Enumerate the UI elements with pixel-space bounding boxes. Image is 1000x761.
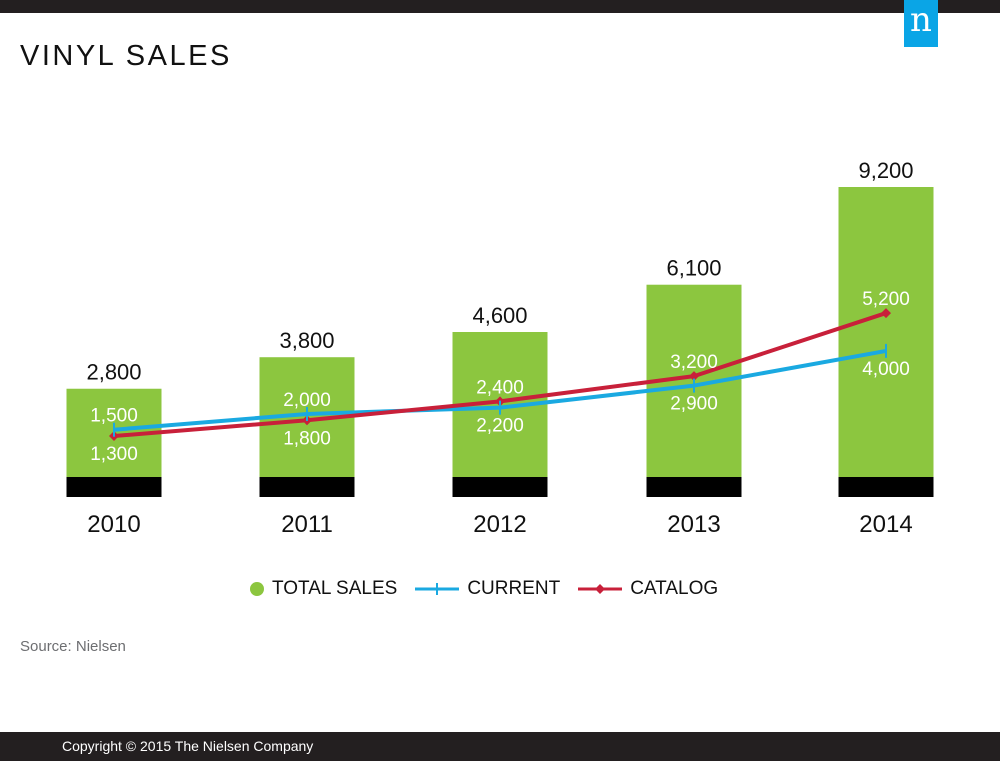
footer-bar: Copyright © 2015 The Nielsen Company [0,732,1000,761]
x-tick-label-2011: 2011 [281,511,333,538]
chart-area: 2,800 2010 3,800 2011 4,600 2012 6,100 2013 9,20… [66,158,934,538]
x-tick-label-2012: 2012 [473,511,526,538]
current-value-label-2013: 2,900 [670,394,718,415]
x-tick-label-2014: 2014 [859,511,912,538]
legend-total-dot-icon [250,582,264,596]
bar-total-2014 [838,187,934,477]
catalog-value-label-2011: 1,800 [283,428,331,449]
source-note: Source: Nielsen [20,638,126,655]
bar-base-band-2012 [452,477,548,497]
lines-group [109,308,891,442]
chart-title: VINYL SALES [20,40,232,72]
bar-value-label-2011: 3,800 [279,328,334,353]
legend-item-total: TOTAL SALES [250,578,397,600]
legend-item-current: CURRENT [415,578,560,600]
catalog-value-label-2013: 3,200 [670,352,718,373]
labels-group: 2,800 2010 3,800 2011 4,600 2012 6,100 2013 9,20… [86,158,913,538]
bar-base-band-2010 [66,477,162,497]
catalog-point-2013 [689,371,699,382]
legend-item-catalog: CATALOG [578,578,718,600]
catalog-value-label-2014: 5,200 [862,289,910,310]
catalog-value-label-2010: 1,300 [90,444,138,465]
bar-value-label-2012: 4,600 [472,303,527,328]
current-value-label-2010: 1,500 [90,406,138,427]
legend-current-line-icon [415,583,460,595]
bars-group [66,187,934,497]
bar-value-label-2010: 2,800 [86,360,141,385]
bar-value-label-2013: 6,100 [666,256,721,281]
x-tick-label-2010: 2010 [87,511,140,538]
legend: TOTAL SALES CURRENT CATALOG [250,577,736,601]
current-value-label-2012: 2,200 [476,416,524,437]
legend-catalog-line-icon [578,584,623,594]
logo-letter: n [910,0,932,40]
bar-base-band-2011 [259,477,355,497]
bar-base-band-2014 [838,477,934,497]
catalog-value-label-2012: 2,400 [476,377,524,398]
bar-value-label-2014: 9,200 [858,158,913,183]
current-value-label-2011: 2,000 [283,390,331,411]
current-value-label-2014: 4,000 [862,359,910,380]
bar-base-band-2013 [646,477,742,497]
legend-catalog-label: CATALOG [630,578,719,599]
legend-current-label: CURRENT [467,578,561,599]
legend-total-label: TOTAL SALES [272,578,398,599]
catalog-point-2014 [881,308,891,319]
nielsen-logo: n [904,0,938,47]
top-bar [0,0,1000,13]
x-tick-label-2013: 2013 [667,511,720,538]
copyright-text: Copyright © 2015 The Nielsen Company [62,738,314,754]
